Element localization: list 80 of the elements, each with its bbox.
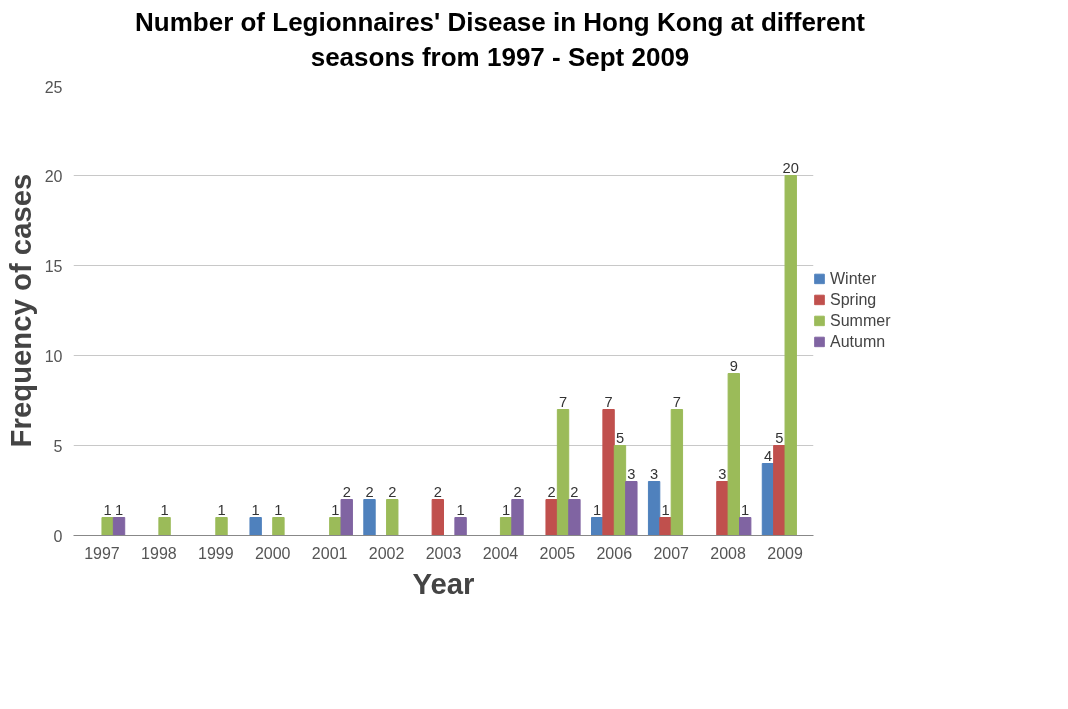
data-label: 1 — [160, 501, 169, 518]
bar — [249, 517, 262, 536]
y-tick-label: 5 — [53, 437, 63, 455]
bar — [215, 517, 228, 536]
data-label: 2 — [365, 483, 374, 500]
data-label: 1 — [593, 501, 602, 518]
data-label: 2 — [342, 483, 351, 500]
bar — [101, 517, 114, 536]
chart-title: Number of Legionnaires' Disease in Hong Kong at different seasons from 1997 - Sept 2009 — [134, 6, 866, 75]
bar — [363, 499, 376, 536]
bar — [112, 517, 126, 536]
data-label: 5 — [615, 429, 625, 446]
x-tick-label: 2009 — [767, 544, 803, 562]
x-tick-label: 2007 — [653, 544, 690, 562]
data-label: 1 — [456, 501, 465, 518]
x-tick-label: 2005 — [539, 544, 576, 562]
bar — [556, 409, 570, 536]
y-axis-title: Frequency of cases — [3, 173, 37, 448]
x-tick-label: 2001 — [311, 544, 348, 562]
bar — [727, 373, 740, 536]
x-tick-label: 2008 — [710, 544, 747, 562]
x-tick-label: 2000 — [254, 544, 291, 562]
bar — [454, 517, 467, 536]
data-label: 1 — [274, 501, 283, 518]
data-label: 1 — [331, 501, 340, 518]
bar — [386, 499, 399, 536]
data-label: 3 — [650, 465, 659, 482]
y-tick-label: 20 — [44, 167, 63, 185]
data-label: 2 — [547, 483, 556, 500]
data-label: 9 — [729, 357, 738, 374]
bar — [625, 481, 638, 536]
bar — [613, 445, 627, 536]
x-tick-label: 2004 — [482, 544, 519, 562]
x-tick-label: 1998 — [141, 544, 177, 562]
bar — [568, 499, 581, 536]
bar — [602, 409, 615, 536]
data-label: 4 — [763, 447, 773, 464]
bar — [659, 517, 672, 536]
legend-label: Winter — [830, 269, 877, 288]
data-label: 7 — [558, 393, 568, 410]
data-label: 3 — [627, 465, 636, 482]
bar — [158, 517, 171, 536]
x-tick-label: 1997 — [84, 544, 120, 562]
data-label: 7 — [672, 393, 681, 410]
data-label: 20 — [782, 159, 799, 176]
data-label: 2 — [513, 483, 522, 500]
bar — [272, 517, 285, 536]
data-label: 2 — [388, 483, 397, 500]
data-label: 2 — [433, 483, 442, 500]
bar — [431, 499, 444, 536]
y-tick-label: 10 — [44, 347, 63, 365]
data-label: 1 — [251, 501, 260, 518]
x-tick-label: 2003 — [425, 544, 462, 562]
bar — [647, 481, 661, 536]
x-tick-label: 2002 — [368, 544, 405, 562]
bar — [340, 499, 353, 536]
data-label: 1 — [103, 501, 112, 518]
legend-label: Autumn — [830, 332, 886, 351]
data-label: 1 — [661, 501, 670, 518]
bar — [511, 499, 524, 536]
y-tick-label: 0 — [53, 527, 63, 545]
data-label: 1 — [217, 501, 226, 518]
data-label: 2 — [570, 483, 579, 500]
bar — [670, 409, 684, 536]
data-label: 1 — [741, 501, 750, 518]
data-label: 1 — [502, 501, 511, 518]
y-tick-label: 15 — [44, 257, 63, 275]
data-label: 5 — [775, 429, 784, 446]
bar — [739, 517, 752, 536]
bar — [545, 499, 558, 536]
x-tick-label: 1999 — [198, 544, 234, 562]
x-tick-label: 2006 — [596, 544, 633, 562]
data-label: 3 — [718, 465, 727, 482]
data-label: 1 — [114, 501, 124, 518]
x-axis-title: Year — [412, 566, 475, 600]
legend-label: Summer — [830, 311, 891, 330]
legend-label: Spring — [830, 290, 877, 309]
y-tick-label: 25 — [44, 78, 63, 96]
bar — [784, 175, 797, 536]
data-label: 7 — [604, 393, 613, 410]
